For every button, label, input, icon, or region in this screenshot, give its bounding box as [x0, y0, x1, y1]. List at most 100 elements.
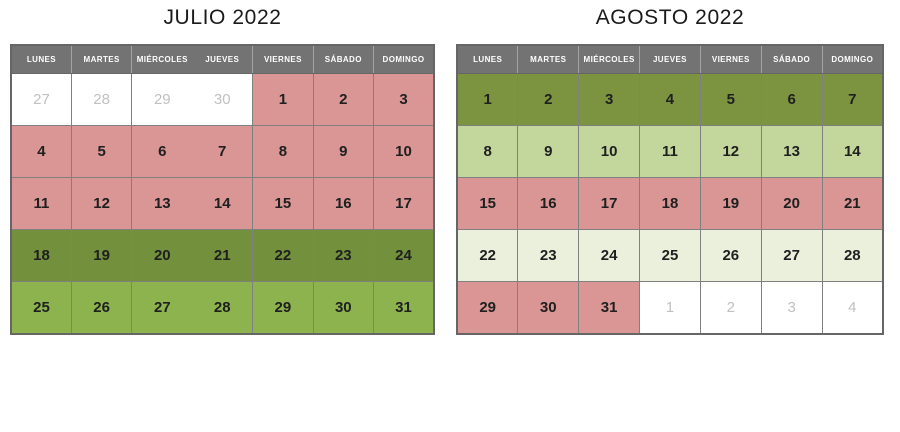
day-cell: 3	[373, 73, 435, 126]
day-cell: 1	[252, 73, 314, 126]
day-cell: 22	[252, 229, 314, 282]
week-row: 15 16 17 18 19 20 21	[456, 177, 884, 230]
day-header-martes: MARTES	[70, 44, 133, 74]
day-header-sabado: SÁBADO	[312, 44, 375, 74]
day-cell: 18	[10, 229, 72, 282]
day-cell: 25	[639, 229, 701, 282]
day-cell: 26	[699, 229, 762, 282]
day-cell: 24	[578, 229, 641, 282]
day-cell: 29	[131, 73, 193, 126]
day-cell: 17	[373, 177, 435, 230]
day-header-domingo: DOMINGO	[821, 44, 884, 74]
day-cell: 27	[760, 229, 823, 282]
day-cell: 11	[10, 177, 72, 230]
day-cell: 3	[578, 73, 641, 126]
calendar-title-august: AGOSTO 2022	[595, 6, 745, 29]
day-cell: 9	[312, 125, 375, 178]
day-cell: 6	[131, 125, 193, 178]
day-cell: 2	[517, 73, 580, 126]
day-header-viernes: VIERNES	[252, 44, 314, 74]
day-cell: 29	[456, 281, 519, 335]
day-cell: 13	[760, 125, 823, 178]
day-cell: 15	[252, 177, 314, 230]
day-cell: 5	[699, 73, 762, 126]
day-cell: 6	[760, 73, 823, 126]
day-cell: 25	[10, 281, 72, 335]
day-cell: 10	[373, 125, 435, 178]
day-cell: 14	[821, 125, 884, 178]
day-cell: 13	[131, 177, 193, 230]
day-cell: 9	[517, 125, 580, 178]
day-cell: 3	[760, 281, 823, 335]
day-cell: 12	[70, 177, 133, 230]
day-cell: 8	[456, 125, 519, 178]
day-cell: 17	[578, 177, 641, 230]
day-cell: 16	[517, 177, 580, 230]
day-cell: 26	[70, 281, 133, 335]
day-cell: 7	[821, 73, 884, 126]
day-cell: 8	[252, 125, 314, 178]
day-cell: 28	[70, 73, 133, 126]
week-row: 22 23 24 25 26 27 28	[456, 229, 884, 282]
day-cell: 27	[10, 73, 72, 126]
day-cell: 1	[456, 73, 519, 126]
day-header-viernes: VIERNES	[699, 44, 762, 74]
day-header-lunes: LUNES	[456, 44, 519, 74]
calendar-table-august: LUNES MARTES MIÉRCOLES JUEVES VIERNES SÁBADO D…	[456, 44, 884, 335]
week-row: 18 19 20 21 22 23 24	[10, 229, 435, 282]
day-cell: 27	[131, 281, 193, 335]
day-cell: 16	[312, 177, 375, 230]
day-header-sabado: SÁBADO	[760, 44, 823, 74]
day-cell: 2	[699, 281, 762, 335]
day-cell: 11	[639, 125, 701, 178]
week-row: 4 5 6 7 8 9 10	[10, 125, 435, 178]
day-cell: 2	[312, 73, 375, 126]
day-header-row: LUNES MARTES MIÉRCOLES JUEVES VIERNES SÁBADO D…	[456, 44, 884, 74]
day-cell: 4	[821, 281, 884, 335]
calendar-title-july: JULIO 2022	[163, 6, 282, 29]
week-row: 11 12 13 14 15 16 17	[10, 177, 435, 230]
day-cell: 5	[70, 125, 133, 178]
day-cell: 22	[456, 229, 519, 282]
day-header-jueves: JUEVES	[639, 44, 701, 74]
day-cell: 15	[456, 177, 519, 230]
day-header-martes: MARTES	[517, 44, 580, 74]
day-cell: 23	[312, 229, 375, 282]
day-cell: 30	[312, 281, 375, 335]
day-cell: 31	[578, 281, 641, 335]
week-row: 27 28 29 30 1 2 3	[10, 73, 435, 126]
day-cell: 24	[373, 229, 435, 282]
day-cell: 30	[517, 281, 580, 335]
day-header-miercoles: MIÉRCOLES	[131, 44, 193, 74]
week-row: 8 9 10 11 12 13 14	[456, 125, 884, 178]
day-header-row: LUNES MARTES MIÉRCOLES JUEVES VIERNES SÁBADO D…	[10, 44, 435, 74]
calendar-july: JULIO 2022 LUNES MARTES MIÉRCOLES JUEVES VIE…	[10, 5, 435, 335]
day-cell: 29	[252, 281, 314, 335]
day-cell: 1	[639, 281, 701, 335]
day-cell: 18	[639, 177, 701, 230]
week-row: 29 30 31 1 2 3 4	[456, 281, 884, 335]
day-cell: 20	[760, 177, 823, 230]
day-cell: 23	[517, 229, 580, 282]
calendar-august: AGOSTO 2022 LUNES MARTES MIÉRCOLES JUEVES VI…	[456, 5, 884, 335]
day-cell: 10	[578, 125, 641, 178]
day-cell: 21	[821, 177, 884, 230]
calendar-table-july: LUNES MARTES MIÉRCOLES JUEVES VIERNES SÁBADO D…	[10, 44, 435, 335]
day-cell: 30	[191, 73, 254, 126]
day-header-lunes: LUNES	[10, 44, 72, 74]
day-cell: 4	[639, 73, 701, 126]
day-cell: 31	[373, 281, 435, 335]
day-cell: 21	[191, 229, 254, 282]
day-cell: 7	[191, 125, 254, 178]
week-row: 25 26 27 28 29 30 31	[10, 281, 435, 335]
day-cell: 12	[699, 125, 762, 178]
day-cell: 19	[70, 229, 133, 282]
day-cell: 4	[10, 125, 72, 178]
day-header-domingo: DOMINGO	[373, 44, 435, 74]
day-header-miercoles: MIÉRCOLES	[578, 44, 641, 74]
day-cell: 28	[191, 281, 254, 335]
day-cell: 20	[131, 229, 193, 282]
day-header-jueves: JUEVES	[191, 44, 254, 74]
